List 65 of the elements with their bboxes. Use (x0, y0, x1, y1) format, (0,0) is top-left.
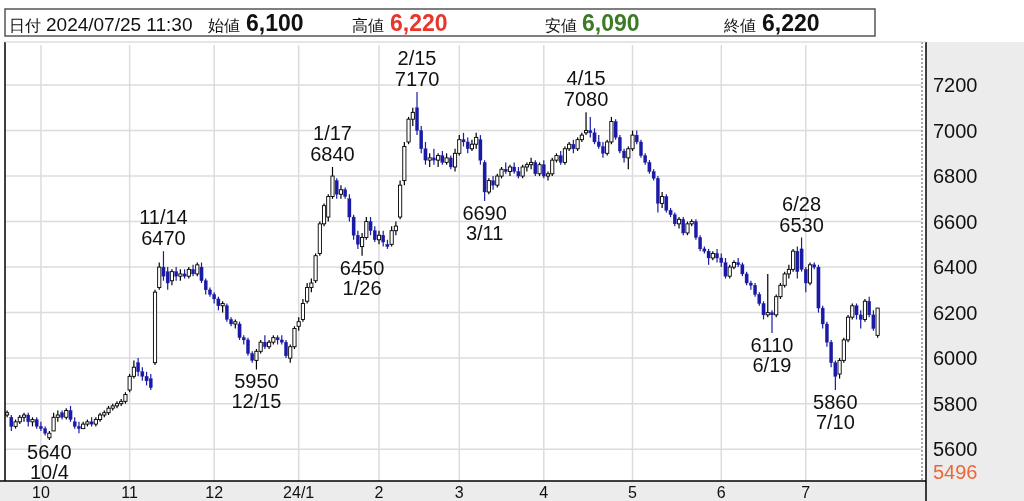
annotation: 2/15 7170 (394, 46, 440, 90)
text: 6,220 (390, 10, 448, 36)
annotation: 6450 1/26 (339, 256, 385, 299)
candlestick (246, 337, 250, 357)
text: 6,090 (582, 10, 640, 36)
text: 高値 (352, 17, 384, 34)
candlestick (263, 334, 267, 350)
candlestick (681, 216, 685, 236)
candlestick (491, 175, 495, 191)
x-tick-label: 7 (801, 484, 811, 501)
text: 終値 (723, 17, 756, 34)
candlestick (376, 230, 382, 245)
x-tick-label: 2 (374, 484, 384, 501)
candlestick (723, 257, 728, 280)
candlestick (237, 321, 242, 341)
candlestick (765, 273, 770, 318)
candlestick (542, 159, 546, 179)
x-tick-label: 10 (32, 484, 50, 501)
x-tick-label: 24/1 (283, 484, 315, 501)
text: 安値 (545, 17, 577, 34)
candlestick (389, 225, 394, 248)
text: 2024/07/25 11:30 (46, 14, 193, 35)
text: 6,100 (246, 10, 304, 36)
candlestick (174, 266, 178, 282)
y-tick-label: 5600 (933, 438, 978, 461)
candlestick (529, 157, 534, 170)
candlestick (225, 302, 229, 323)
x-tick-label: 3 (454, 484, 464, 501)
candlestick (584, 111, 589, 136)
annotation: 5950 12/15 (231, 370, 282, 413)
candlestick (524, 161, 529, 173)
candlestick (432, 148, 436, 166)
annotation: 4/15 7080 (563, 67, 609, 111)
y-tick-label: 6400 (933, 256, 978, 279)
text: 5496 (933, 461, 978, 483)
x-tick-label: 4 (539, 484, 549, 501)
annotation: 6/28 6530 (779, 192, 824, 236)
annotation: 1/17 6840 (310, 121, 355, 165)
candlestick (157, 261, 162, 291)
x-tick-label: 11 (121, 484, 139, 501)
y-tick-label: 6600 (933, 210, 978, 233)
annotation: 6690 3/11 (462, 202, 507, 245)
candlestick (664, 193, 669, 214)
annotation: 6110 6/19 (750, 334, 794, 377)
candlestick (770, 309, 774, 334)
text: 6,220 (762, 10, 820, 36)
y-tick-label: 6200 (933, 301, 978, 324)
annotation: 5640 10/4 (27, 441, 72, 484)
text: 日付 (9, 17, 41, 34)
y-tick-label: 7200 (933, 74, 978, 97)
y-tick-label: 5800 (933, 392, 978, 415)
y-tick-label: 7000 (933, 119, 978, 142)
candlestick (862, 298, 867, 323)
y-tick-label: 6000 (933, 347, 978, 370)
candlestick (284, 339, 288, 359)
x-tick-label: 5 (628, 484, 638, 501)
y-tick-label: 6800 (933, 165, 978, 188)
candlestick (334, 177, 339, 200)
text: 始値 (208, 17, 240, 34)
candlestick (550, 157, 555, 177)
x-tick-label: 12 (205, 484, 224, 501)
x-tick-label: 6 (716, 484, 726, 501)
annotation: 5860 7/10 (813, 390, 858, 433)
candlestick (338, 184, 343, 200)
annotation: 11/14 6470 (139, 206, 188, 250)
